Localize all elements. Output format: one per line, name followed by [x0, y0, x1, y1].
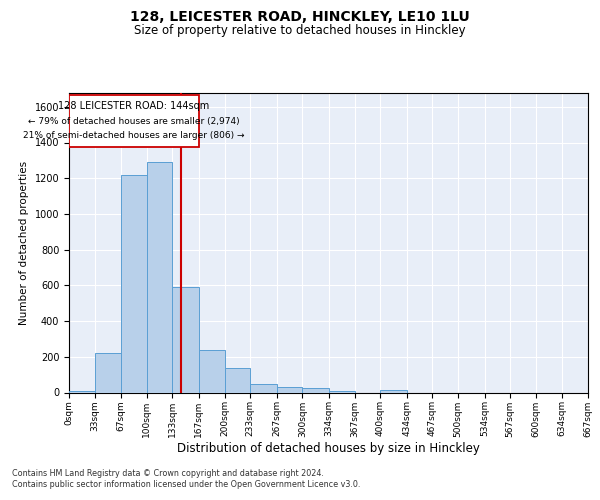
X-axis label: Distribution of detached houses by size in Hinckley: Distribution of detached houses by size …	[177, 442, 480, 455]
Bar	[121, 174, 147, 392]
Bar	[250, 384, 277, 392]
Bar	[277, 387, 302, 392]
Bar	[380, 390, 407, 392]
Bar	[302, 388, 329, 392]
Bar	[199, 350, 224, 393]
Bar	[329, 390, 355, 392]
Y-axis label: Number of detached properties: Number of detached properties	[19, 160, 29, 324]
FancyBboxPatch shape	[69, 95, 199, 147]
Bar	[95, 353, 121, 393]
Text: Size of property relative to detached houses in Hinckley: Size of property relative to detached ho…	[134, 24, 466, 37]
Text: 21% of semi-detached houses are larger (806) →: 21% of semi-detached houses are larger (…	[23, 131, 245, 140]
Text: 128, LEICESTER ROAD, HINCKLEY, LE10 1LU: 128, LEICESTER ROAD, HINCKLEY, LE10 1LU	[130, 10, 470, 24]
Bar	[147, 162, 172, 392]
Text: Contains public sector information licensed under the Open Government Licence v3: Contains public sector information licen…	[12, 480, 361, 489]
Text: ← 79% of detached houses are smaller (2,974): ← 79% of detached houses are smaller (2,…	[28, 116, 240, 126]
Bar	[69, 390, 95, 392]
Bar	[172, 287, 199, 393]
Text: 128 LEICESTER ROAD: 144sqm: 128 LEICESTER ROAD: 144sqm	[58, 100, 209, 110]
Text: Contains HM Land Registry data © Crown copyright and database right 2024.: Contains HM Land Registry data © Crown c…	[12, 468, 324, 477]
Bar	[224, 368, 250, 392]
